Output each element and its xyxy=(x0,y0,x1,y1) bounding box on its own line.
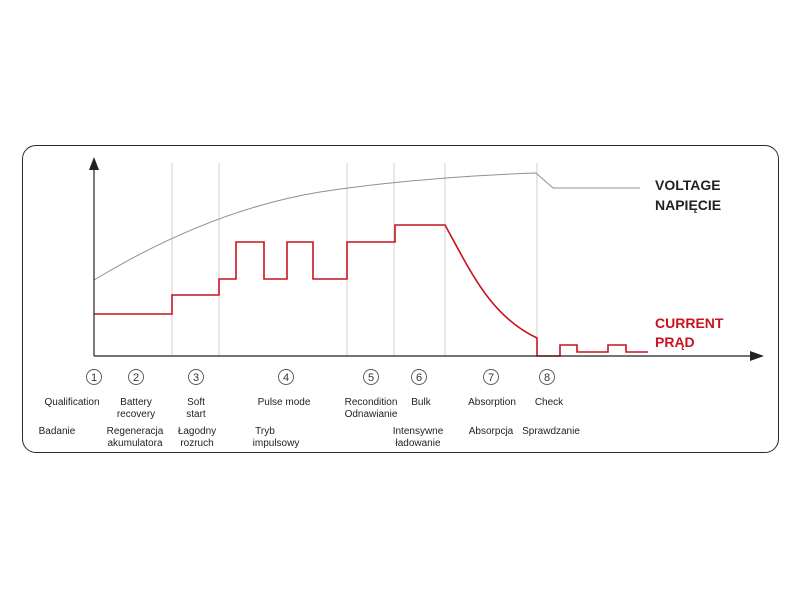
stage-label-pl: ładowanie xyxy=(395,438,440,449)
stage-label-pl: Absorpcja xyxy=(469,426,514,437)
stage-number: 6 xyxy=(416,372,422,384)
legend-voltage-pl: NAPIĘCIE xyxy=(655,197,721,213)
stage-number-circle xyxy=(128,369,144,385)
stage-label-pl: Sprawdzanie xyxy=(522,426,580,437)
stage-number-circle xyxy=(86,369,102,385)
stage-dividers xyxy=(171,163,538,356)
stage-label-en: Odnawianie xyxy=(345,409,398,420)
stage-label-en: Bulk xyxy=(411,397,431,408)
stage-numbers xyxy=(86,369,555,385)
stage-label-en: start xyxy=(186,409,206,420)
stage-number-circle xyxy=(411,369,427,385)
legend-voltage-en: VOLTAGE xyxy=(655,177,721,193)
stage-label-pl: Badanie xyxy=(39,426,76,437)
stage-number-circle xyxy=(539,369,555,385)
stage-label-pl: Regeneracja xyxy=(107,426,164,437)
stage-label-en: Qualification xyxy=(44,397,99,408)
stage-label-en: Soft xyxy=(187,397,205,408)
stage-number: 7 xyxy=(488,372,494,384)
legend-current-pl: PRĄD xyxy=(655,334,695,350)
stage-number: 8 xyxy=(544,372,550,384)
stage-number: 1 xyxy=(91,372,97,384)
stage-label-pl: akumulatora xyxy=(107,438,162,449)
stage-label-en: Check xyxy=(535,397,564,408)
stage-number: 5 xyxy=(368,372,374,384)
stage-label-en: Battery xyxy=(120,397,152,408)
y-axis-arrow xyxy=(89,157,99,170)
stage-number-circle xyxy=(278,369,294,385)
stage-number: 2 xyxy=(133,372,139,384)
stage-label-pl: rozruch xyxy=(180,438,213,449)
legend-current-en: CURRENT xyxy=(655,315,724,331)
stage-label-en: Recondition xyxy=(345,397,398,408)
stage-number-circle xyxy=(188,369,204,385)
stage-number: 3 xyxy=(193,372,199,384)
x-axis-arrow xyxy=(750,351,764,361)
stage-label-pl: Łagodny xyxy=(178,426,216,437)
stage-number-circle xyxy=(483,369,499,385)
stage-number: 4 xyxy=(283,372,289,384)
axes xyxy=(89,157,764,361)
stage-label-pl: impulsowy xyxy=(253,438,300,449)
stage-label-en: recovery xyxy=(117,409,155,420)
stage-label-pl: Intensywne xyxy=(393,426,444,437)
current-curve xyxy=(94,224,648,357)
stage-label-en: Absorption xyxy=(468,397,516,408)
stage-label-pl: Tryb xyxy=(255,426,275,437)
stage-number-circle xyxy=(363,369,379,385)
voltage-curve xyxy=(93,172,640,281)
stage-label-en: Pulse mode xyxy=(258,397,311,408)
diagram-frame xyxy=(22,145,779,453)
